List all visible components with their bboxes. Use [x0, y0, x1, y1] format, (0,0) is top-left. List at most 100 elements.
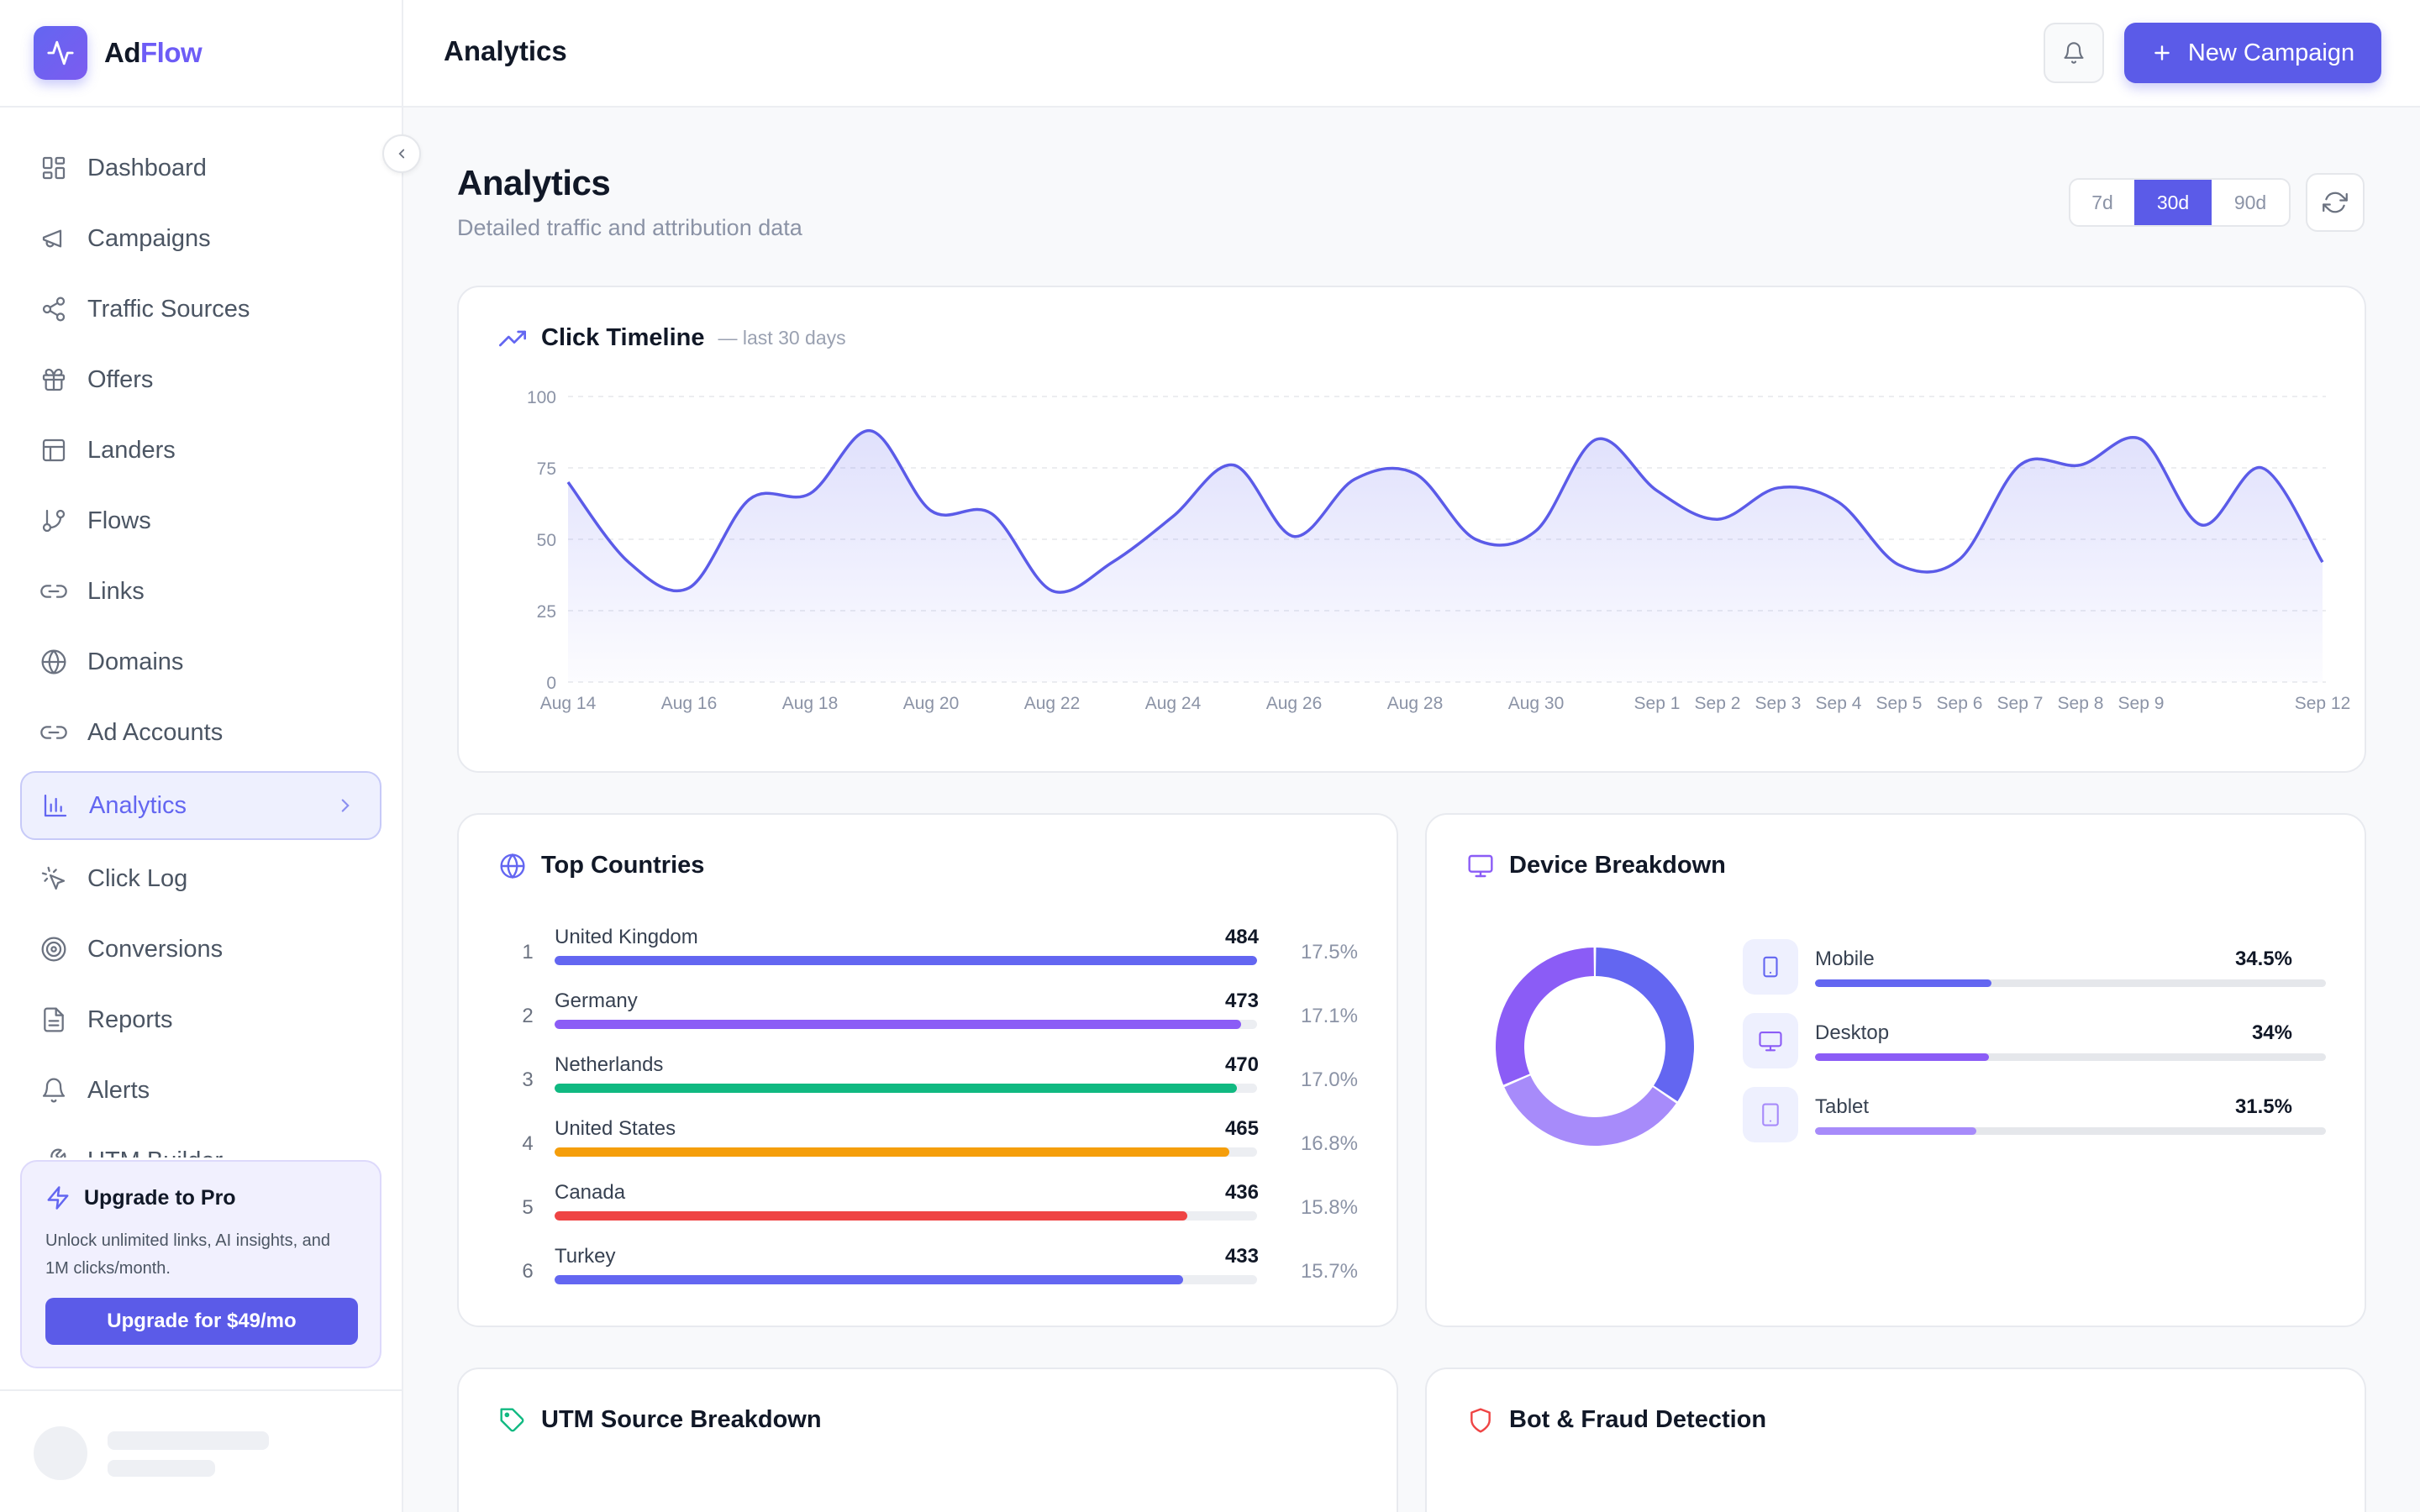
- sidebar-item-label: UTM Builder: [87, 1147, 223, 1158]
- country-clicks: 484: [1224, 926, 1259, 948]
- sidebar-item-utm-builder[interactable]: UTM Builder: [20, 1126, 381, 1158]
- country-percent: 17.5%: [1300, 941, 1358, 963]
- new-campaign-button[interactable]: New Campaign: [2124, 23, 2381, 83]
- range-7d[interactable]: 7d: [2091, 191, 2113, 213]
- click-timeline-title: Click Timeline — last 30 days: [499, 324, 846, 352]
- utm-source-title: UTM Source Breakdown: [499, 1406, 822, 1434]
- sidebar-item-reports[interactable]: Reports: [20, 984, 381, 1055]
- sidebar-item-analytics[interactable]: Analytics: [20, 771, 381, 840]
- sidebar-item-conversions[interactable]: Conversions: [20, 914, 381, 984]
- country-clicks: 436: [1224, 1181, 1259, 1204]
- monitor-icon: [1743, 1013, 1798, 1068]
- sidebar-item-click-log[interactable]: Click Log: [20, 843, 381, 914]
- sidebar-item-label: Dashboard: [87, 154, 207, 181]
- sidebar-item-domains[interactable]: Domains: [20, 627, 381, 697]
- device-breakdown-card: Device Breakdown Mobile 34.5% Desktop 34% Ta…: [1425, 813, 2366, 1327]
- sidebar-item-alerts[interactable]: Alerts: [20, 1055, 381, 1126]
- country-bar-fill: [555, 1211, 1188, 1221]
- sidebar-item-label: Links: [87, 577, 145, 605]
- avatar: [34, 1426, 87, 1480]
- x-tick-label: Aug 26: [1266, 694, 1323, 713]
- device-bar-track: [1815, 979, 2326, 987]
- sidebar-item-campaigns[interactable]: Campaigns: [20, 203, 381, 274]
- share-icon: [40, 296, 67, 323]
- device-donut-chart: [1496, 948, 1694, 1146]
- country-name: United States: [555, 1117, 676, 1140]
- device-breakdown-title: Device Breakdown: [1467, 852, 1726, 879]
- chevron-right-icon: [334, 795, 356, 823]
- country-rank: 4: [522, 1132, 534, 1155]
- shield-icon: [1470, 1407, 1491, 1433]
- country-percent: 15.8%: [1300, 1196, 1358, 1219]
- country-clicks: 473: [1224, 990, 1259, 1012]
- sidebar-item-label: Ad Accounts: [87, 718, 224, 746]
- header-title: Analytics: [444, 35, 567, 66]
- x-tick-label: Sep 9: [2118, 694, 2165, 713]
- sidebar-item-ad-accounts[interactable]: Ad Accounts: [20, 697, 381, 768]
- x-tick-label: Sep 8: [2058, 694, 2104, 713]
- country-bar-track: [555, 1211, 1257, 1221]
- sidebar-item-offers[interactable]: Offers: [20, 344, 381, 415]
- sidebar-item-label: Reports: [87, 1005, 173, 1033]
- sidebar-item-label: Landers: [87, 436, 176, 464]
- date-range-selector: 7d 30d 90d: [2069, 178, 2291, 227]
- country-bar-track: [555, 1020, 1257, 1029]
- refresh-button[interactable]: [2306, 173, 2365, 232]
- country-name: United Kingdom: [555, 926, 698, 948]
- notifications-button[interactable]: [2044, 23, 2104, 83]
- x-tick-label: Aug 28: [1387, 694, 1444, 713]
- country-bar-track: [555, 956, 1257, 965]
- collapse-sidebar-button[interactable]: [382, 134, 421, 173]
- range-90d[interactable]: 90d: [2233, 191, 2267, 213]
- layout-icon: [40, 437, 67, 464]
- sidebar-item-dashboard[interactable]: Dashboard: [20, 133, 381, 203]
- user-profile[interactable]: [0, 1389, 403, 1512]
- y-tick-label: 0: [546, 674, 556, 693]
- country-row: 3 Netherlands 470 17.0%: [459, 1053, 1400, 1117]
- device-name: Desktop: [1815, 1021, 1890, 1044]
- country-bar-track: [555, 1275, 1257, 1284]
- x-tick-label: Sep 3: [1755, 694, 1802, 713]
- upgrade-text: Unlock unlimited links, AI insights, and…: [45, 1231, 331, 1278]
- y-tick-label: 50: [537, 531, 556, 550]
- click-timeline-chart: 0 25 50 75 100 Aug 14 Aug 16 Aug 18 Aug 20 Aug 22…: [527, 388, 2350, 713]
- gift-icon: [40, 366, 67, 393]
- country-rank: 3: [522, 1068, 534, 1091]
- bot-fraud-card: Bot & Fraud Detection: [1425, 1368, 2366, 1512]
- sidebar-item-links[interactable]: Links: [20, 556, 381, 627]
- device-bar-fill: [1815, 1053, 1989, 1061]
- x-tick-label: Aug 30: [1508, 694, 1565, 713]
- country-rank: 1: [522, 941, 534, 963]
- country-bar-fill: [555, 1084, 1237, 1093]
- range-30d[interactable]: 30d: [2134, 180, 2212, 225]
- sidebar-item-label: Analytics: [89, 791, 187, 819]
- link-icon: [40, 719, 67, 746]
- sidebar-item-landers[interactable]: Landers: [20, 415, 381, 486]
- donut-slice-mobile: [1596, 948, 1694, 1102]
- device-bar-fill: [1815, 979, 1991, 987]
- donut-slice-tablet: [1496, 948, 1594, 1085]
- chevron-left-icon: [398, 149, 405, 159]
- country-row: 1 United Kingdom 484 17.5%: [459, 926, 1400, 990]
- monitor-icon: [1468, 854, 1493, 877]
- sidebar-item-traffic-sources[interactable]: Traffic Sources: [20, 274, 381, 344]
- brand[interactable]: AdFlow: [0, 0, 402, 108]
- country-name: Germany: [555, 990, 638, 1012]
- sidebar-item-flows[interactable]: Flows: [20, 486, 381, 556]
- country-row: 6 Turkey 433 15.7%: [459, 1245, 1400, 1309]
- sidebar-item-label: Domains: [87, 648, 184, 675]
- upgrade-button[interactable]: Upgrade for $49/mo: [45, 1298, 358, 1345]
- x-tick-label: Sep 6: [1937, 694, 1983, 713]
- page-title: Analytics: [457, 163, 611, 202]
- upgrade-title: Upgrade to Pro: [45, 1185, 356, 1210]
- plus-icon: [2154, 45, 2170, 60]
- country-percent: 17.0%: [1300, 1068, 1358, 1091]
- device-bar-fill: [1815, 1127, 1976, 1135]
- top-countries-title: Top Countries: [499, 852, 704, 879]
- device-name: Mobile: [1815, 948, 1875, 970]
- bell-icon: [2064, 42, 2084, 64]
- x-tick-label: Aug 22: [1024, 694, 1081, 713]
- pointer-icon: [40, 865, 67, 892]
- click-timeline-card: 0 25 50 75 100 Aug 14 Aug 16 Aug 18 Aug 20 Aug 22…: [457, 286, 2366, 773]
- link-icon: [40, 578, 67, 605]
